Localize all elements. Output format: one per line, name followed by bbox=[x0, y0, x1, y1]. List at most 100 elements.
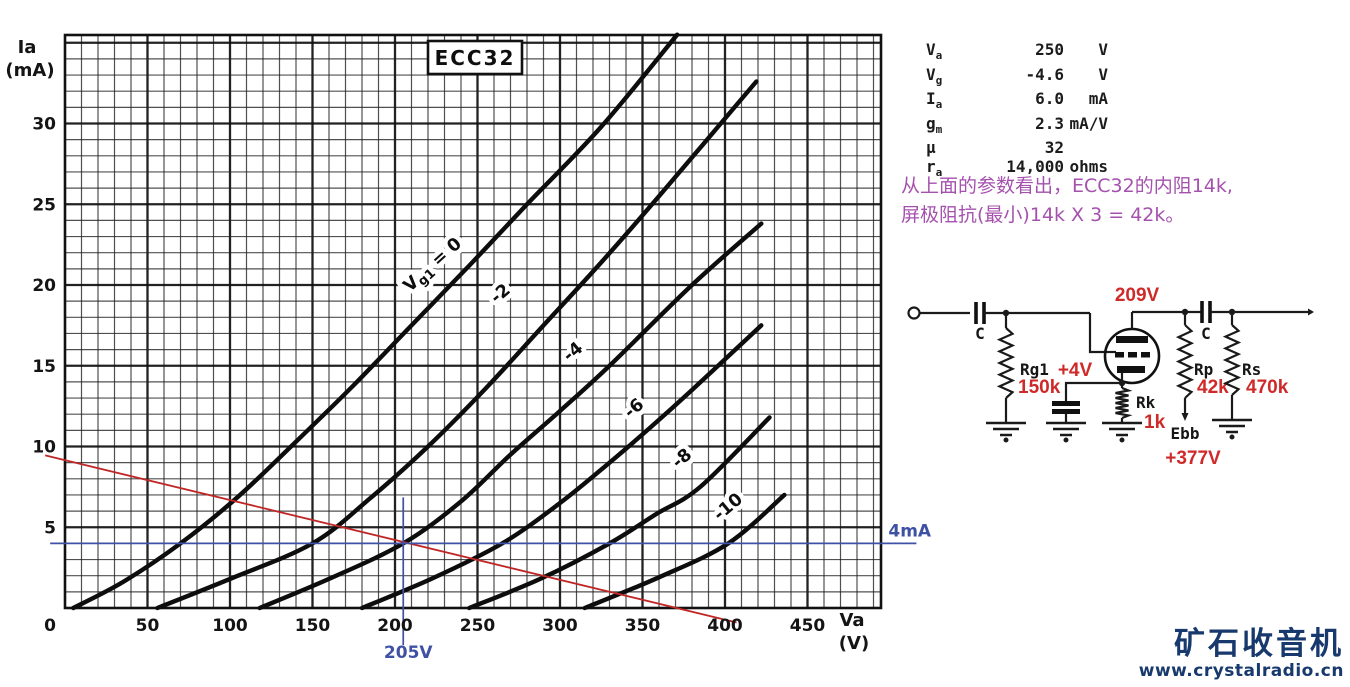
parameter-unit: ohms bbox=[1069, 156, 1108, 176]
parameter-row: Ia 6.0 mA bbox=[926, 90, 1116, 115]
watermark-title: 矿石收音机 bbox=[1174, 626, 1344, 662]
chart-title-box bbox=[426, 39, 524, 76]
rk-resistor bbox=[1115, 386, 1133, 420]
bypass-cap-ground bbox=[1046, 421, 1086, 443]
watermark-url: www.crystalradio.cn bbox=[1138, 661, 1344, 681]
tube-grid-dash bbox=[1128, 352, 1137, 358]
parameter-table: Va 250 V Vg -4.6 V Ia 6.0 mA gm 2.3 mA/V μ 32 ra 14,000… bbox=[926, 40, 1116, 183]
rg1-resistor bbox=[996, 327, 1016, 399]
rs-ground bbox=[1212, 418, 1252, 440]
parameter-row: μ 32 bbox=[926, 138, 1116, 158]
rs-name: Rs bbox=[1242, 360, 1261, 379]
x-tick-label: 350 bbox=[625, 616, 661, 636]
grid bbox=[65, 35, 881, 608]
plate-curve-Vg10 bbox=[71, 32, 680, 611]
rs-resistor bbox=[1222, 324, 1242, 396]
y-axis-title-symbol: Ia bbox=[18, 37, 37, 58]
output-arrow bbox=[1308, 308, 1314, 316]
parameter-unit: V bbox=[1098, 40, 1108, 59]
axis-tick-labels: 0 50 100 150 200 250 300 350 400 450 5 10 15 20 25 30 bbox=[32, 115, 825, 637]
curve-label: -6 bbox=[620, 395, 648, 423]
parameter-row: ra 14,000 ohms bbox=[926, 156, 1116, 183]
parameter-symbol: Ia bbox=[926, 89, 943, 112]
rp-value: 42k bbox=[1197, 377, 1229, 398]
note-line-1: 从上面的参数看出，ECC32的内阻14k, bbox=[901, 175, 1233, 197]
parameter-unit: mA/V bbox=[1069, 113, 1108, 133]
parameter-value: 250 bbox=[1035, 40, 1064, 59]
x-tick-label: 400 bbox=[707, 616, 743, 636]
parameter-row: Vg -4.6 V bbox=[926, 64, 1116, 91]
annotation-note: 从上面的参数看出，ECC32的内阻14k, 屏极阻抗(最小)14k X 3 = … bbox=[901, 172, 1346, 230]
tube-grid-dash bbox=[1115, 352, 1124, 358]
curve-labels: Vg1 = 0-2-4-6-8-10 bbox=[395, 229, 751, 529]
parameter-value: 14,000 bbox=[1006, 156, 1064, 176]
x-tick-label: 100 bbox=[212, 616, 248, 636]
y-tick-label: 10 bbox=[32, 438, 56, 458]
plate-curve-4 bbox=[257, 221, 764, 611]
parameter-row: Va 250 V bbox=[926, 40, 1116, 66]
x-tick-label: 300 bbox=[542, 616, 578, 636]
plate-curve-2 bbox=[155, 79, 759, 611]
tube-plate bbox=[1116, 336, 1148, 343]
rp-name: Rp bbox=[1194, 360, 1213, 379]
plate-curve-6 bbox=[359, 323, 764, 611]
note-line-2: 屏极阻抗(最小)14k X 3 = 42k。 bbox=[901, 204, 1185, 226]
x-tick-label: 0 bbox=[44, 616, 56, 636]
y-axis-title-unit: (mA) bbox=[5, 60, 54, 81]
x-tick-label: 200 bbox=[377, 616, 413, 636]
input-cap-label: C bbox=[975, 324, 985, 343]
parameter-value: 32 bbox=[1044, 138, 1064, 158]
parameter-symbol: ra bbox=[926, 156, 943, 179]
tube-grid-dash bbox=[1141, 352, 1150, 358]
load-line bbox=[44, 454, 737, 624]
input-coupling-capacitor bbox=[974, 302, 986, 324]
chart-title: ECC32 bbox=[435, 46, 516, 70]
parameter-symbol: Vg bbox=[926, 64, 943, 87]
parameter-symbol: gm bbox=[926, 113, 943, 136]
x-tick-label: 150 bbox=[295, 616, 331, 636]
x-tick-label: 250 bbox=[460, 616, 496, 636]
rp-resistor bbox=[1175, 324, 1195, 399]
input-terminal bbox=[907, 306, 921, 320]
ebb-arrow bbox=[1181, 413, 1189, 421]
load-line-annotations: 4mA 205V bbox=[44, 454, 932, 663]
site-watermark: 矿石收音机 www.crystalradio.cn bbox=[1139, 627, 1344, 681]
plate-curves bbox=[71, 32, 787, 611]
y-tick-label: 20 bbox=[32, 276, 56, 296]
y-tick-label: 15 bbox=[32, 357, 56, 377]
op-voltage-label: 205V bbox=[384, 643, 433, 663]
y-tick-label: 30 bbox=[32, 115, 56, 135]
y-tick-label: 25 bbox=[32, 195, 56, 215]
parameter-unit: V bbox=[1098, 64, 1108, 84]
parameter-value: 6.0 bbox=[1035, 89, 1064, 109]
rg1-value: 150k bbox=[1018, 377, 1061, 398]
parameter-symbol: Va bbox=[926, 40, 943, 63]
plate-voltage: 209V bbox=[1115, 285, 1160, 306]
supply-name: Ebb bbox=[1171, 424, 1200, 443]
cathode-voltage: +4V bbox=[1058, 360, 1093, 381]
parameter-row: gm 2.3 mA/V bbox=[926, 113, 1116, 140]
x-tick-label: 50 bbox=[136, 616, 160, 636]
tube-cathode bbox=[1117, 366, 1145, 373]
curve-label: Vg1 = 0 bbox=[400, 234, 468, 299]
rg1-name: Rg1 bbox=[1020, 360, 1049, 379]
rs-value: 470k bbox=[1246, 377, 1289, 398]
x-axis-title-unit: (V) bbox=[839, 633, 869, 654]
parameter-value: -4.6 bbox=[1025, 64, 1064, 84]
plate-curve-10 bbox=[582, 492, 787, 611]
op-current-label: 4mA bbox=[888, 521, 932, 541]
y-tick-label: 5 bbox=[44, 518, 56, 538]
cathode-bypass-capacitor bbox=[1052, 401, 1080, 414]
rg1-ground bbox=[986, 421, 1026, 443]
supply-voltage: +377V bbox=[1165, 448, 1221, 469]
parameter-unit: mA bbox=[1088, 89, 1108, 109]
rk-name: Rk bbox=[1136, 393, 1156, 412]
rk-value: 1k bbox=[1144, 412, 1166, 433]
output-cap-label: C bbox=[1201, 324, 1211, 343]
plate-curve-8 bbox=[467, 415, 772, 611]
curve-label: -4 bbox=[559, 338, 587, 366]
parameter-value: 2.3 bbox=[1035, 113, 1064, 133]
amplifier-schematic: C Rg1 150k 209V bbox=[907, 285, 1314, 469]
